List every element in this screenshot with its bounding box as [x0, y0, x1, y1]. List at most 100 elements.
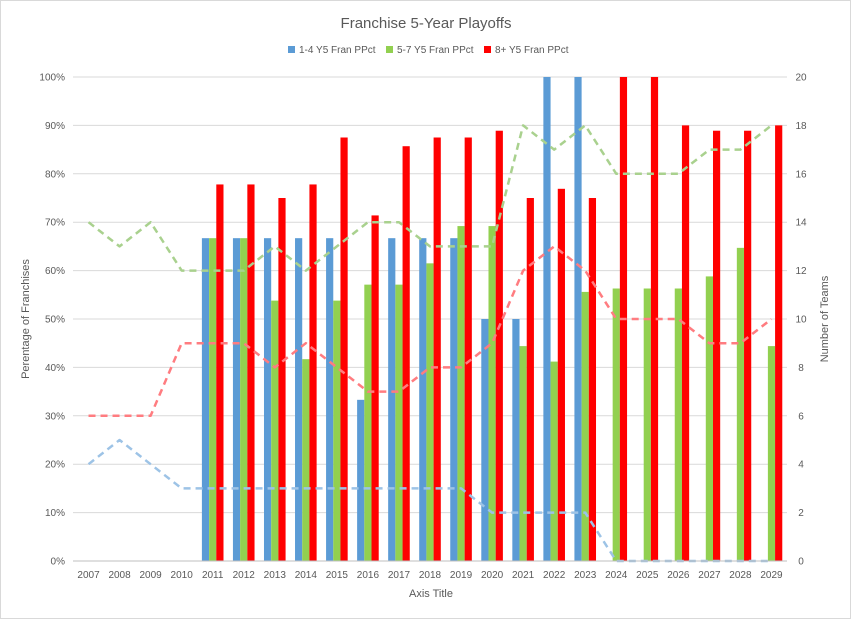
- y-tick-label: 30%: [45, 411, 65, 422]
- x-tick-label: 2024: [605, 570, 628, 581]
- bar: [526, 198, 534, 561]
- bar: [464, 137, 472, 561]
- bar: [674, 288, 682, 561]
- bar: [263, 238, 272, 561]
- y-tick-label: 40%: [45, 363, 65, 374]
- y-tick-label: 70%: [45, 218, 65, 229]
- y-tick-label: 60%: [45, 266, 65, 277]
- x-tick-label: 2028: [729, 570, 752, 581]
- x-tick-label: 2027: [698, 570, 721, 581]
- bar: [209, 238, 217, 561]
- bar: [705, 276, 713, 561]
- bar: [588, 198, 597, 561]
- bar: [333, 300, 341, 561]
- bar: [247, 184, 255, 561]
- y2-tick-label: 4: [798, 460, 804, 471]
- bar: [388, 238, 396, 561]
- bar: [744, 130, 752, 561]
- bar: [278, 198, 286, 561]
- bar-layer: [201, 77, 783, 562]
- y2-tick-label: 8: [798, 363, 804, 374]
- bar: [643, 288, 651, 561]
- legend-swatch: [386, 46, 393, 53]
- legend: 1-4 Y5 Fran PPct 5-7 Y5 Fran PPct 8+ Y5 Fr…: [288, 45, 569, 56]
- x-tick-label: 2019: [450, 570, 473, 581]
- bar: [612, 288, 620, 561]
- y2-tick-label: 14: [795, 218, 807, 229]
- x-tick-label: 2012: [233, 570, 256, 581]
- x-tick-label: 2025: [636, 570, 659, 581]
- x-tick-label: 2021: [512, 570, 535, 581]
- y2-tick-label: 10: [795, 315, 807, 326]
- x-tick-label: 2026: [667, 570, 690, 581]
- bar: [364, 284, 372, 561]
- bar: [712, 130, 721, 561]
- y2-tick-label: 12: [795, 266, 807, 277]
- axis-layer: 0% 10% 20% 30% 40% 50% 60% 70% 80% 90% 100% 0 2 4 6 8 10…: [39, 73, 807, 582]
- bar: [736, 247, 745, 562]
- x-tick-label: 2007: [77, 570, 100, 581]
- trend-line: [87, 124, 773, 272]
- legend-label: 5-7 Y5 Fran PPct: [397, 45, 474, 56]
- bar: [201, 238, 210, 561]
- bar: [581, 291, 589, 561]
- legend-swatch: [288, 46, 295, 53]
- bar: [271, 300, 279, 561]
- y2-tick-label: 16: [795, 169, 807, 180]
- legend-label: 1-4 Y5 Fran PPct: [299, 45, 376, 56]
- bar: [433, 137, 441, 561]
- y2-tick-label: 20: [795, 73, 807, 84]
- x-tick-label: 2008: [108, 570, 131, 581]
- y2-tick-label: 0: [798, 557, 804, 568]
- x-tick-label: 2016: [357, 570, 380, 581]
- x-tick-label: 2023: [574, 570, 597, 581]
- x-tick-label: 2014: [295, 570, 318, 581]
- y-tick-label: 100%: [39, 73, 65, 84]
- bar: [402, 146, 410, 561]
- bar: [302, 359, 310, 561]
- bar: [488, 226, 496, 561]
- y-tick-label: 90%: [45, 121, 65, 132]
- bar: [550, 361, 558, 561]
- x-tick-label: 2020: [481, 570, 504, 581]
- bar: [232, 238, 241, 561]
- y-axis-title: Perentage of Franchises: [20, 259, 32, 379]
- bar: [357, 399, 365, 561]
- bar: [450, 238, 458, 561]
- x-tick-label: 2022: [543, 570, 566, 581]
- bar: [650, 77, 659, 561]
- x-tick-label: 2017: [388, 570, 411, 581]
- bar: [519, 346, 527, 561]
- y-tick-label: 20%: [45, 460, 65, 471]
- bar: [767, 346, 776, 561]
- bar: [557, 188, 565, 561]
- bar: [340, 137, 348, 561]
- bar: [574, 77, 582, 561]
- bar: [309, 184, 317, 561]
- y-tick-label: 80%: [45, 169, 65, 180]
- bar: [481, 319, 489, 561]
- y-tick-label: 10%: [45, 508, 65, 519]
- bar: [495, 130, 503, 561]
- bar: [419, 238, 427, 561]
- x-tick-label: 2013: [264, 570, 287, 581]
- y2-tick-label: 18: [795, 121, 807, 132]
- x-tick-label: 2018: [419, 570, 442, 581]
- x-tick-label: 2009: [139, 570, 162, 581]
- legend-swatch: [484, 46, 491, 53]
- bar: [395, 284, 403, 561]
- y-tick-label: 0%: [51, 557, 66, 568]
- y2-tick-label: 6: [798, 411, 804, 422]
- chart-title: Franchise 5-Year Playoffs: [341, 15, 512, 32]
- x-tick-label: 2010: [171, 570, 194, 581]
- x-tick-label: 2011: [202, 570, 224, 581]
- bar: [543, 77, 551, 561]
- y-tick-label: 50%: [45, 315, 65, 326]
- bar: [457, 226, 465, 561]
- bar: [681, 125, 690, 562]
- bar: [371, 215, 379, 561]
- bar: [240, 238, 248, 561]
- bar: [512, 319, 520, 561]
- trend-line: [88, 245, 773, 418]
